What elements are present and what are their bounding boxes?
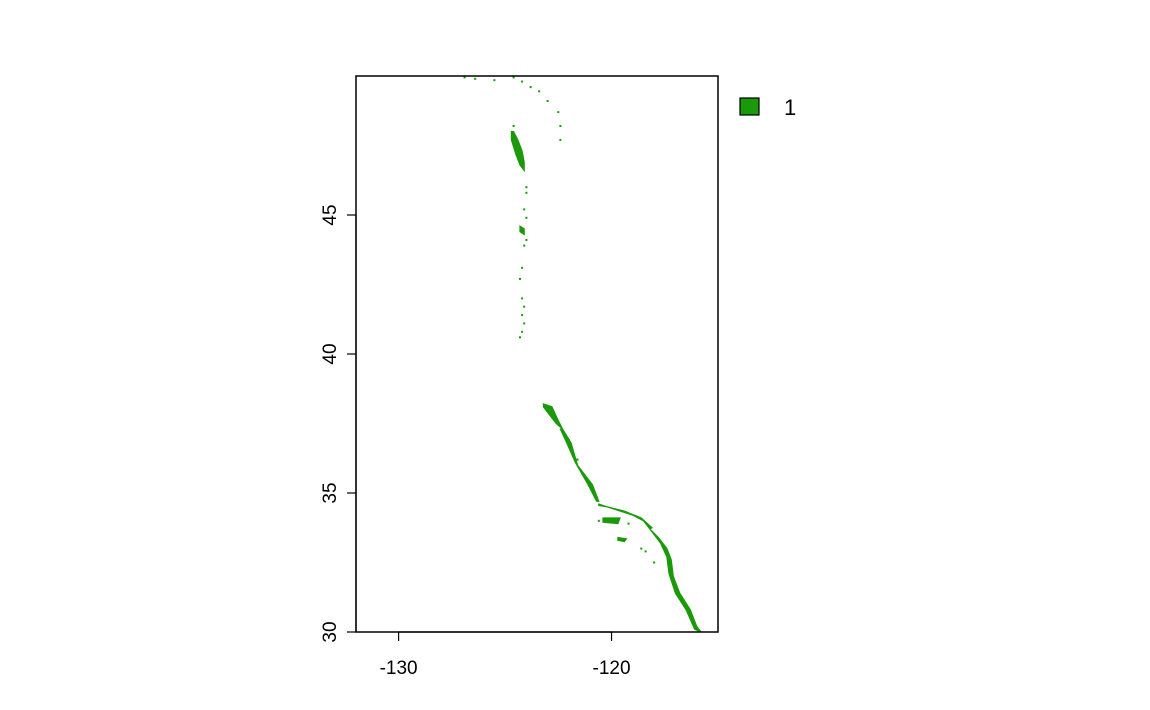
raster-cell bbox=[525, 186, 528, 189]
y-axis: 30 35 40 45 bbox=[320, 204, 357, 643]
raster-cell bbox=[559, 138, 562, 141]
raster-cell bbox=[523, 244, 526, 247]
raster-cell bbox=[463, 76, 466, 79]
raster-cell bbox=[653, 561, 656, 564]
raster-cell bbox=[546, 408, 549, 411]
raster-cell bbox=[521, 266, 524, 269]
raster-cell bbox=[525, 191, 528, 194]
raster-cell bbox=[570, 447, 573, 450]
raster-region-4 bbox=[598, 503, 653, 530]
raster-cell bbox=[474, 77, 477, 80]
raster-cell bbox=[521, 314, 524, 317]
raster-cell bbox=[519, 277, 521, 280]
raster-cell bbox=[523, 305, 526, 308]
legend-swatch bbox=[739, 97, 760, 116]
raster-cell bbox=[597, 519, 600, 522]
raster-cell bbox=[521, 330, 524, 333]
raster-region-3 bbox=[559, 428, 600, 502]
raster-cell bbox=[557, 111, 560, 114]
raster-region-6 bbox=[602, 517, 621, 525]
y-tick-label: 35 bbox=[320, 482, 341, 503]
raster-region-2 bbox=[542, 403, 564, 430]
raster-region-8 bbox=[519, 224, 525, 236]
raster-cell bbox=[538, 90, 541, 93]
raster-cell bbox=[567, 439, 570, 442]
raster-cell bbox=[627, 522, 630, 525]
raster-cell bbox=[521, 80, 524, 83]
raster-cell bbox=[529, 86, 532, 89]
raster-cell bbox=[521, 297, 524, 300]
raster-cell bbox=[523, 322, 526, 325]
raster-region-7 bbox=[617, 536, 628, 543]
raster-cell bbox=[519, 336, 521, 339]
y-tick-label: 30 bbox=[320, 621, 341, 642]
legend-label: 1 bbox=[784, 95, 796, 120]
raster-cell bbox=[546, 100, 549, 102]
raster-cell bbox=[644, 550, 647, 553]
y-tick-label: 45 bbox=[320, 204, 341, 225]
raster-cell bbox=[576, 458, 579, 461]
y-tick-label: 40 bbox=[320, 343, 341, 364]
x-tick-label: -120 bbox=[593, 658, 631, 679]
raster-cell bbox=[525, 216, 528, 219]
x-tick-label: -130 bbox=[380, 658, 418, 679]
raster-region-5 bbox=[649, 528, 702, 632]
raster-cell bbox=[512, 76, 515, 79]
raster-cells bbox=[463, 76, 702, 632]
raster-cell bbox=[512, 125, 515, 127]
raster-region-1 bbox=[510, 131, 525, 173]
legend: 1 bbox=[739, 95, 796, 120]
x-axis: -130 -120 bbox=[380, 631, 631, 679]
raster-cell bbox=[493, 79, 496, 82]
raster-cell bbox=[559, 125, 562, 127]
raster-cell bbox=[525, 239, 528, 241]
raster-cell bbox=[523, 208, 526, 211]
raster-cell bbox=[640, 547, 643, 550]
